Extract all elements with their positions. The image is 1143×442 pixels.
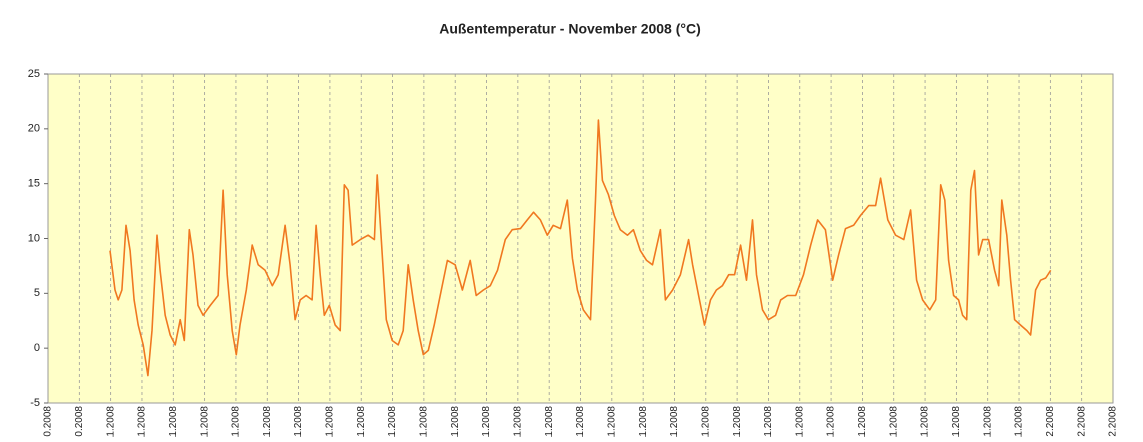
x-tick-label: 30.10.2008: [43, 406, 54, 437]
x-tick-label: 18.11.2008: [638, 406, 649, 437]
temperature-line: [109, 119, 1052, 377]
x-tick-label: 28.11.2008: [951, 406, 962, 437]
x-tick-label: 09.11.2008: [356, 406, 367, 437]
x-tick-label: 11.11.2008: [419, 406, 430, 437]
y-tick-label: 10: [28, 232, 40, 244]
x-tick-label: 05.11.2008: [231, 406, 242, 437]
x-tick-label: 29.11.2008: [982, 406, 993, 437]
y-tick-label: -5: [30, 397, 40, 409]
x-tick-label: 15.11.2008: [544, 406, 555, 437]
x-tick-label: 22.11.2008: [763, 406, 774, 437]
x-tick-label: 23.11.2008: [794, 406, 805, 437]
x-tick-label: 25.11.2008: [857, 406, 868, 437]
x-tick-label: 06.11.2008: [262, 406, 273, 437]
x-tick-label: 31.10.2008: [74, 406, 85, 437]
x-tick-label: 16.11.2008: [575, 406, 586, 437]
x-tick-label: 24.11.2008: [826, 406, 837, 437]
x-tick-label: 10.11.2008: [387, 406, 398, 437]
y-tick-label: 5: [34, 287, 40, 299]
x-tick-label: 21.11.2008: [732, 406, 743, 437]
x-tick-label: 03.11.2008: [168, 406, 179, 437]
chart-title: Außentemperatur - November 2008 (°C): [439, 21, 701, 37]
x-tick-label: 13.11.2008: [481, 406, 492, 437]
x-tick-label: 02.12.2008: [1076, 406, 1087, 437]
x-tick-label: 17.11.2008: [606, 406, 617, 437]
x-tick-label: 03.12.2008: [1108, 406, 1119, 437]
y-tick-label: 0: [34, 342, 40, 354]
x-tick-label: 19.11.2008: [669, 406, 680, 437]
x-tick-label: 01.11.2008: [105, 406, 116, 437]
x-tick-label: 26.11.2008: [888, 406, 899, 437]
y-tick-label: 20: [28, 123, 40, 135]
x-tick-label: 01.12.2008: [1045, 406, 1056, 437]
x-tick-label: 12.11.2008: [450, 406, 461, 437]
x-tick-label: 27.11.2008: [920, 406, 931, 437]
x-tick-label: 20.11.2008: [700, 406, 711, 437]
x-tick-label: 14.11.2008: [512, 406, 523, 437]
y-tick-label: 25: [28, 68, 40, 80]
x-tick-label: 04.11.2008: [199, 406, 210, 437]
x-tick-label: 02.11.2008: [137, 406, 148, 437]
y-tick-label: 15: [28, 178, 40, 190]
x-tick-label: 30.11.2008: [1014, 406, 1025, 437]
x-tick-label: 07.11.2008: [293, 406, 304, 437]
x-tick-label: 08.11.2008: [325, 406, 336, 437]
